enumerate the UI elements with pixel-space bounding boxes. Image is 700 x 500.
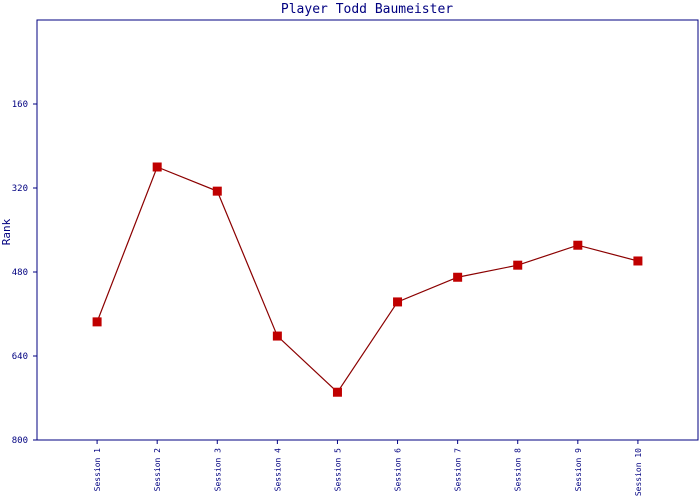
x-tick-label: Session 3 xyxy=(213,448,222,492)
y-axis-label: Rank xyxy=(0,218,13,245)
marker xyxy=(92,317,102,327)
x-tick-label: Session 10 xyxy=(634,448,643,496)
marker xyxy=(393,297,403,307)
x-tick-label: Session 4 xyxy=(273,448,282,492)
x-tick-label: Session 2 xyxy=(153,448,162,492)
x-tick-label: Session 1 xyxy=(93,448,102,492)
x-tick-label: Session 8 xyxy=(514,448,523,492)
x-tick-label: Session 6 xyxy=(394,448,403,492)
marker xyxy=(332,387,342,397)
marker xyxy=(513,260,523,270)
marker xyxy=(573,240,583,250)
line xyxy=(96,166,639,394)
chart-title: Player Todd Baumeister xyxy=(281,2,453,17)
y-tick-label: 160 xyxy=(12,100,28,110)
x-tick-label: Session 7 xyxy=(454,448,463,492)
plot-frame xyxy=(36,19,699,441)
marker xyxy=(152,162,162,172)
x-tick-label: Session 9 xyxy=(574,448,583,492)
marker xyxy=(633,256,643,266)
marker xyxy=(212,186,222,196)
y-tick-label: 320 xyxy=(12,184,28,194)
marker xyxy=(272,331,282,341)
y-tick-label: 480 xyxy=(12,268,28,278)
y-tick-label: 800 xyxy=(12,436,28,446)
marker xyxy=(453,272,463,282)
y-tick-label: 640 xyxy=(12,352,28,362)
x-tick-label: Session 5 xyxy=(333,448,342,492)
